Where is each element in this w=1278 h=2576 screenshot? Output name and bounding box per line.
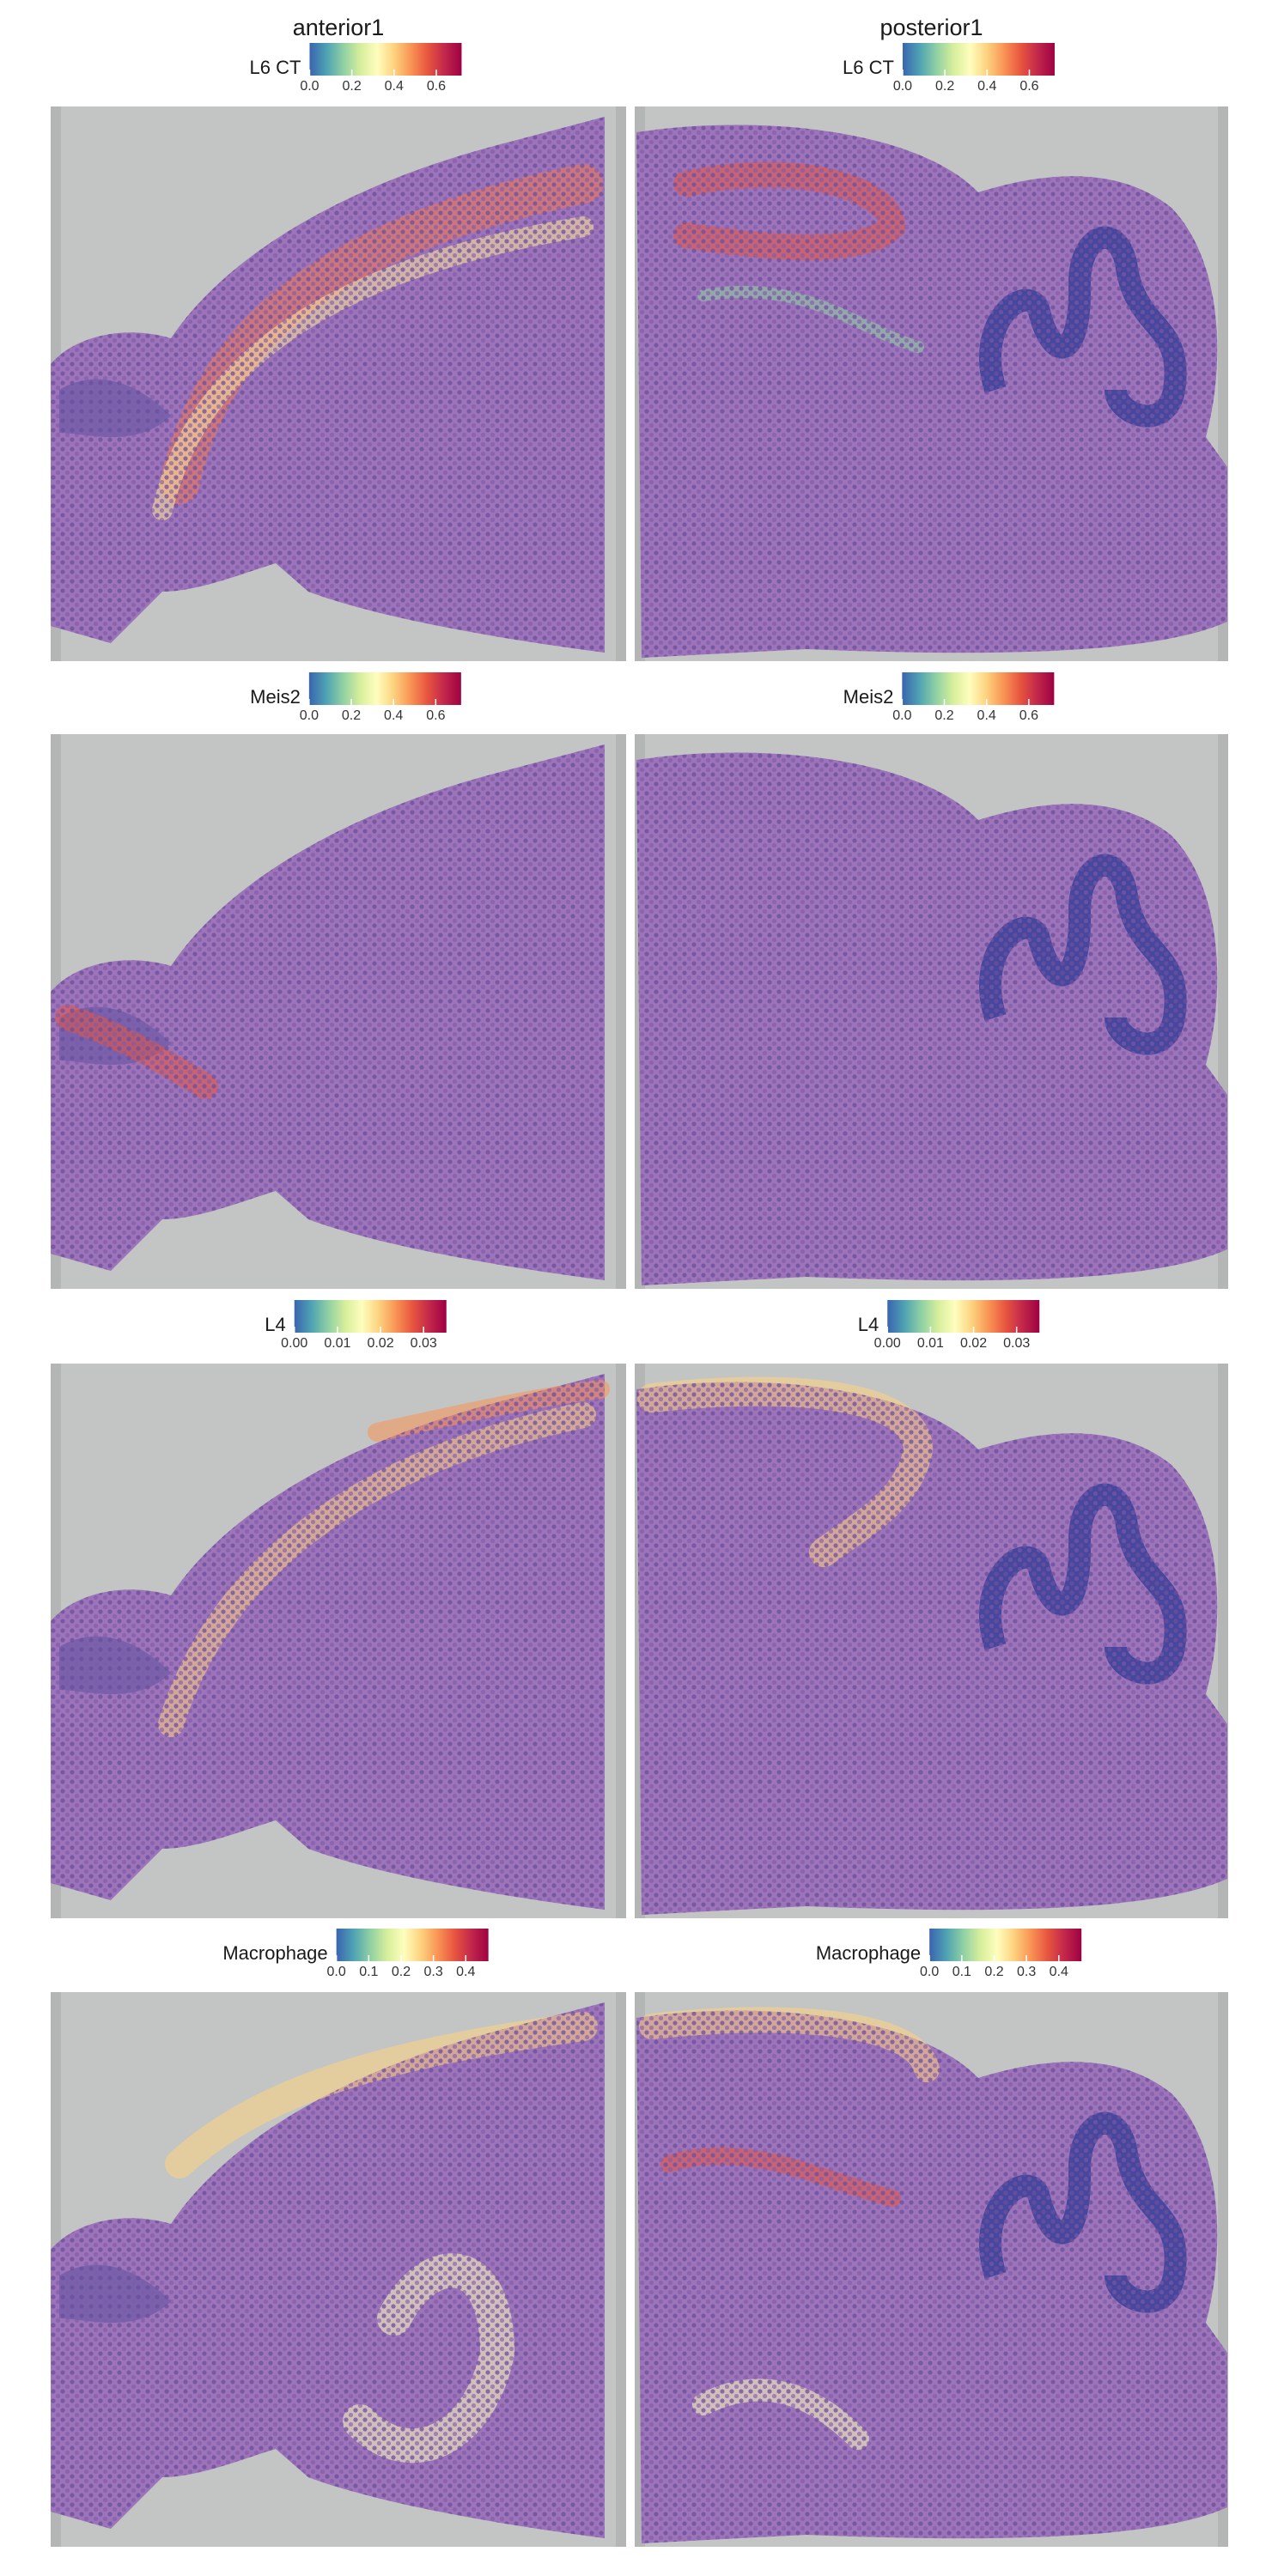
colorbar-tick-label: 0.3 bbox=[1017, 1965, 1036, 1979]
panel bbox=[51, 106, 626, 661]
colorbar-tick-label: 0.4 bbox=[385, 79, 404, 94]
colorbar-tick-label: 0.2 bbox=[392, 1965, 411, 1979]
column-title: posterior1 bbox=[879, 15, 983, 40]
colorbar-tick-label: 0.4 bbox=[384, 708, 403, 723]
panel bbox=[635, 1992, 1228, 2547]
legend-title: L6 CT bbox=[250, 57, 301, 78]
colorbar-tick-label: 0.03 bbox=[1003, 1336, 1030, 1351]
colorbar-tick-label: 0.01 bbox=[917, 1336, 944, 1351]
colorbar-tick-label: 0.2 bbox=[934, 708, 953, 723]
colorbar-tick-label: 0.00 bbox=[281, 1336, 307, 1351]
colorbar-tick-label: 0.2 bbox=[935, 79, 954, 94]
colorbar-tick-label: 0.0 bbox=[327, 1965, 346, 1979]
colorbar-tick-label: 0.1 bbox=[952, 1965, 971, 1979]
colorbar bbox=[902, 672, 1055, 705]
colorbar-tick-label: 0.0 bbox=[920, 1965, 939, 1979]
colorbar-tick-label: 0.4 bbox=[977, 79, 996, 94]
legend-title: Macrophage bbox=[816, 1942, 921, 1964]
colorbar-tick-label: 0.1 bbox=[359, 1965, 378, 1979]
colorbar bbox=[336, 1929, 489, 1961]
panel bbox=[51, 1992, 626, 2547]
legend-title: L4 bbox=[265, 1314, 285, 1335]
panel bbox=[635, 734, 1228, 1289]
slide-edge bbox=[616, 106, 626, 661]
colorbar bbox=[309, 43, 462, 76]
colorbar-tick-label: 0.02 bbox=[960, 1336, 987, 1351]
colorbar-tick-label: 0.03 bbox=[411, 1336, 437, 1351]
slide-edge bbox=[616, 734, 626, 1289]
colorbar bbox=[294, 1300, 447, 1333]
colorbar-tick-label: 0.4 bbox=[1050, 1965, 1068, 1979]
legend-title: Macrophage bbox=[222, 1942, 327, 1964]
column-title: anterior1 bbox=[293, 15, 385, 40]
spots bbox=[636, 752, 1227, 1285]
panel bbox=[635, 106, 1228, 661]
colorbar-tick-label: 0.6 bbox=[427, 79, 446, 94]
legend-title: Meis2 bbox=[843, 686, 894, 708]
colorbar-tick-label: 0.6 bbox=[1019, 708, 1038, 723]
colorbar-tick-label: 0.0 bbox=[300, 79, 319, 94]
colorbar-tick-label: 0.2 bbox=[342, 708, 361, 723]
panel bbox=[51, 734, 626, 1289]
colorbar-tick-label: 0.6 bbox=[426, 708, 445, 723]
colorbar-tick-label: 0.02 bbox=[367, 1336, 393, 1351]
colorbar-tick-label: 0.0 bbox=[892, 708, 911, 723]
legend-title: Meis2 bbox=[250, 686, 301, 708]
colorbar-tick-label: 0.0 bbox=[893, 79, 912, 94]
legend-title: L6 CT bbox=[843, 57, 894, 78]
colorbar-tick-label: 0.4 bbox=[456, 1965, 475, 1979]
spots bbox=[636, 2010, 1227, 2543]
colorbar-tick-label: 0.6 bbox=[1019, 79, 1038, 94]
spots bbox=[636, 1382, 1227, 1915]
colorbar bbox=[308, 672, 461, 705]
legend-title: L4 bbox=[858, 1314, 879, 1335]
slide-edge bbox=[616, 1364, 626, 1918]
panel bbox=[51, 1364, 626, 1918]
spots bbox=[636, 125, 1227, 659]
colorbar bbox=[887, 1300, 1040, 1333]
colorbar bbox=[902, 43, 1055, 76]
colorbar-tick-label: 0.0 bbox=[300, 708, 319, 723]
colorbar-tick-label: 0.3 bbox=[424, 1965, 443, 1979]
colorbar-tick-label: 0.4 bbox=[977, 708, 996, 723]
colorbar-tick-label: 0.01 bbox=[324, 1336, 350, 1351]
colorbar-tick-label: 0.2 bbox=[984, 1965, 1003, 1979]
colorbar bbox=[929, 1929, 1082, 1961]
slide-edge bbox=[616, 1992, 626, 2547]
panel bbox=[635, 1364, 1228, 1918]
colorbar-tick-label: 0.2 bbox=[343, 79, 362, 94]
colorbar-tick-label: 0.00 bbox=[874, 1336, 901, 1351]
